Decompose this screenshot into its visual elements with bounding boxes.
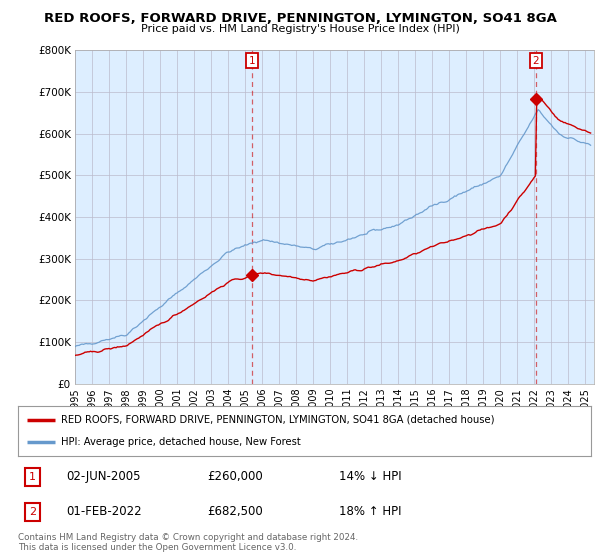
Text: HPI: Average price, detached house, New Forest: HPI: Average price, detached house, New … (61, 437, 301, 447)
Text: 2: 2 (532, 56, 539, 66)
Text: 1: 1 (249, 56, 256, 66)
Text: Contains HM Land Registry data © Crown copyright and database right 2024.: Contains HM Land Registry data © Crown c… (18, 533, 358, 542)
Text: 14% ↓ HPI: 14% ↓ HPI (339, 470, 401, 483)
Text: RED ROOFS, FORWARD DRIVE, PENNINGTON, LYMINGTON, SO41 8GA (detached house): RED ROOFS, FORWARD DRIVE, PENNINGTON, LY… (61, 414, 494, 424)
Text: 01-FEB-2022: 01-FEB-2022 (67, 505, 142, 518)
Text: £260,000: £260,000 (207, 470, 263, 483)
Text: 1: 1 (29, 472, 36, 482)
Text: Price paid vs. HM Land Registry's House Price Index (HPI): Price paid vs. HM Land Registry's House … (140, 24, 460, 34)
Text: This data is licensed under the Open Government Licence v3.0.: This data is licensed under the Open Gov… (18, 543, 296, 552)
Text: 2: 2 (29, 507, 36, 517)
Text: RED ROOFS, FORWARD DRIVE, PENNINGTON, LYMINGTON, SO41 8GA: RED ROOFS, FORWARD DRIVE, PENNINGTON, LY… (44, 12, 556, 25)
Text: 02-JUN-2005: 02-JUN-2005 (67, 470, 141, 483)
Text: £682,500: £682,500 (207, 505, 263, 518)
Text: 18% ↑ HPI: 18% ↑ HPI (339, 505, 401, 518)
